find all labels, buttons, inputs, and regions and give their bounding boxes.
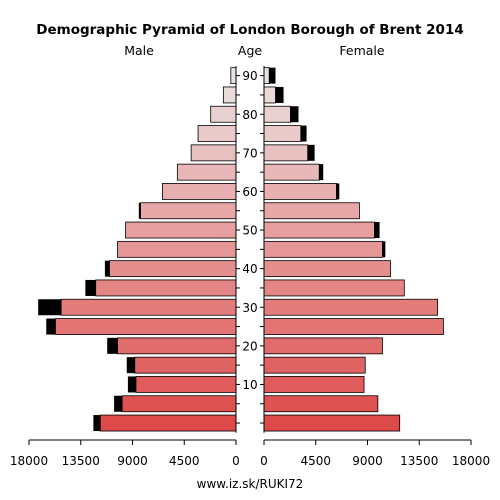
male-bar-70-74 — [190, 144, 237, 162]
female-bar-70-74 — [263, 144, 309, 162]
female-bar-75-79 — [263, 125, 302, 142]
age-tick-label: 40 — [242, 262, 257, 276]
male-bar-35-39 — [95, 279, 237, 297]
age-tick-label: 30 — [242, 301, 257, 315]
female-bar-55-59 — [263, 202, 360, 220]
male-bar-30-34 — [60, 298, 237, 316]
female-extra-60-64 — [336, 183, 340, 200]
age-tick-label: 90 — [242, 69, 257, 83]
tick-labels: 90 80 70 60 50 40 30 20 10 18000 13500 9000 4500 0 0 45… — [10, 69, 490, 468]
female-bar-5-9 — [263, 395, 379, 413]
male-bar-60-64 — [161, 183, 237, 200]
male-bar-10-14 — [135, 376, 237, 393]
female-bar-90+ — [263, 67, 270, 85]
male-extra-15-19 — [126, 357, 135, 374]
male-extra-5-9 — [114, 395, 123, 412]
female-extra-80-84 — [290, 106, 299, 123]
female-bar-45-49 — [263, 240, 383, 258]
male-extra-10-14 — [127, 376, 136, 393]
male-bar-90+ — [230, 67, 237, 85]
female-bar-0-4 — [263, 414, 401, 432]
male-value-label: 4500 — [169, 454, 200, 468]
female-bar-65-69 — [263, 163, 320, 181]
female-extra-45-49 — [382, 241, 386, 258]
male-bar-75-79 — [197, 125, 237, 142]
age-tick-label: 10 — [242, 378, 257, 392]
male-bar-50-54 — [125, 221, 237, 239]
male-value-label: 13500 — [62, 454, 100, 468]
female-value-label: 4500 — [300, 454, 331, 468]
age-tick-label: 20 — [242, 339, 257, 353]
male-bar-25-29 — [55, 318, 237, 335]
female-extra-65-69 — [319, 164, 324, 181]
female-bar-80-84 — [263, 105, 291, 123]
female-extra-85-89 — [275, 86, 284, 103]
male-label: Male — [124, 43, 154, 58]
female-bar-20-24 — [263, 337, 383, 355]
male-bar-55-59 — [140, 202, 237, 220]
male-value-label: 18000 — [10, 454, 48, 468]
male-value-label: 0 — [232, 454, 240, 468]
female-extra-75-79 — [300, 125, 307, 142]
male-bar-5-9 — [121, 395, 237, 413]
female-bar-60-64 — [263, 183, 337, 200]
age-tick-label: 60 — [242, 185, 257, 199]
female-label: Female — [339, 43, 385, 58]
female-value-label: 9000 — [352, 454, 383, 468]
female-bars — [263, 67, 444, 432]
female-bar-30-34 — [263, 298, 439, 316]
male-bar-80-84 — [210, 105, 237, 123]
male-extra-25-29 — [46, 318, 56, 335]
male-bar-0-4 — [99, 414, 237, 432]
male-bar-85-89 — [222, 86, 237, 104]
male-extra-20-24 — [107, 337, 118, 354]
axes — [28, 66, 472, 445]
female-value-label: 13500 — [400, 454, 438, 468]
male-value-label: 9000 — [117, 454, 148, 468]
female-bar-85-89 — [263, 86, 276, 104]
male-extra-35-39 — [85, 279, 96, 296]
male-extra-40-44 — [104, 260, 110, 277]
male-extra-55-59 — [138, 202, 141, 219]
age-tick-label: 50 — [242, 224, 257, 238]
age-label: Age — [238, 43, 262, 58]
male-extra-30-34 — [38, 299, 62, 316]
female-bar-10-14 — [263, 376, 365, 393]
age-tick-label: 80 — [242, 108, 257, 122]
female-value-label: 18000 — [452, 454, 490, 468]
female-value-label: 0 — [260, 454, 268, 468]
male-bars — [38, 67, 237, 432]
female-extra-90+ — [269, 67, 276, 84]
male-bar-15-19 — [134, 356, 237, 374]
footer-url: www.iz.sk/RUKI72 — [197, 477, 304, 491]
male-bar-45-49 — [117, 240, 237, 258]
female-bar-15-19 — [263, 356, 366, 374]
male-bar-20-24 — [117, 337, 237, 355]
female-extra-50-54 — [374, 222, 380, 239]
male-bar-65-69 — [176, 163, 237, 181]
age-tick-label: 70 — [242, 146, 257, 160]
male-bar-40-44 — [109, 260, 237, 278]
female-bar-35-39 — [263, 279, 405, 297]
female-bar-50-54 — [263, 221, 375, 239]
chart-title: Demographic Pyramid of London Borough of… — [36, 22, 463, 38]
male-extra-0-4 — [93, 415, 101, 432]
female-bar-40-44 — [263, 260, 391, 278]
female-bar-25-29 — [263, 318, 444, 335]
female-extra-70-74 — [307, 144, 315, 161]
